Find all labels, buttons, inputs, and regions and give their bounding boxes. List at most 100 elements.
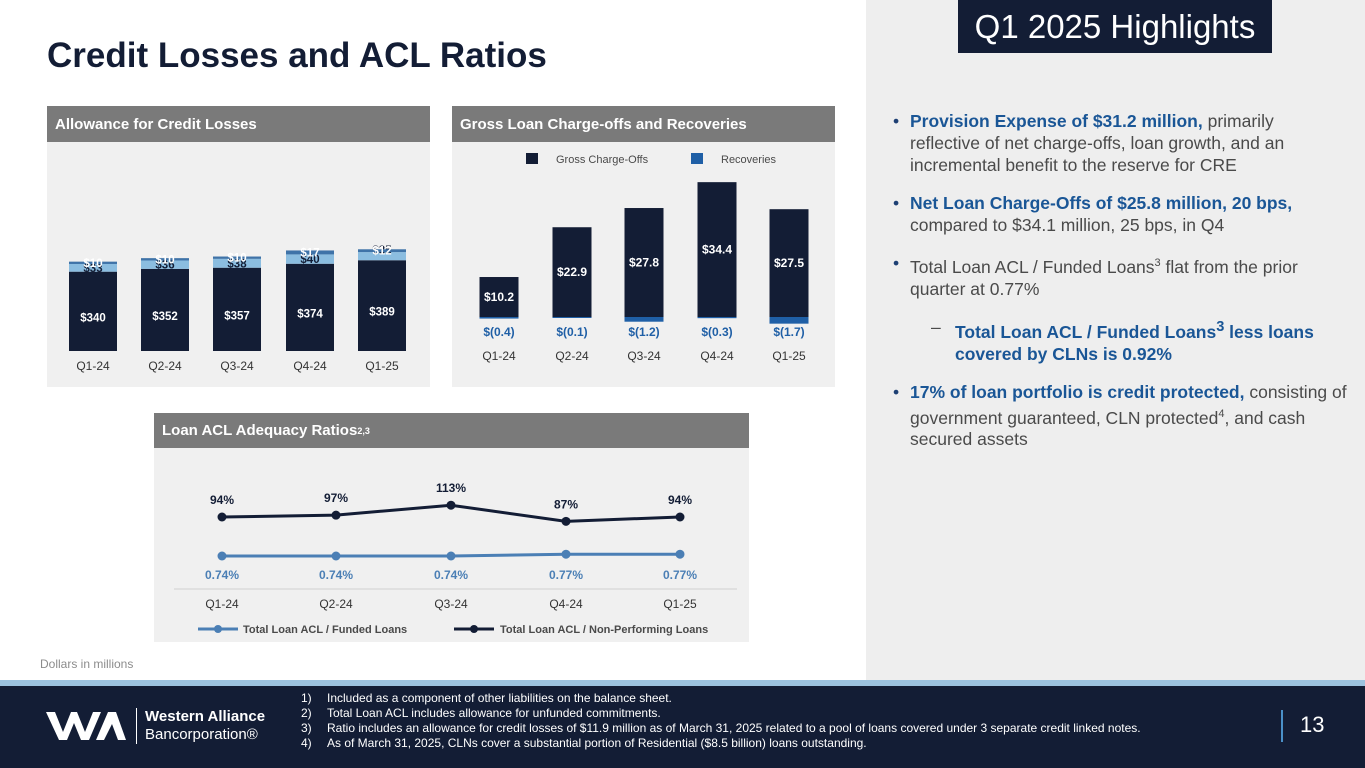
gross-chargeoff-label: $10.2 bbox=[484, 290, 514, 304]
acl-bar-segment bbox=[141, 258, 189, 261]
ratios-panel-title: Loan ACL Adequacy Ratios bbox=[162, 422, 358, 439]
acl-x-tick: Q1-24 bbox=[76, 359, 110, 373]
acl-bar-segment bbox=[213, 256, 261, 259]
chargeoffs-x-tick: Q4-24 bbox=[700, 349, 734, 363]
gross-chargeoff-label: $34.4 bbox=[702, 243, 732, 257]
footer bbox=[0, 686, 1365, 768]
chargeoffs-panel-title: Gross Loan Charge-offs and Recoveries bbox=[460, 115, 747, 133]
company-logo: Western Alliance Bancorporation® bbox=[46, 708, 265, 744]
highlights-panel bbox=[866, 0, 1365, 680]
acl-bar-segment bbox=[69, 261, 117, 264]
highlight-chargeoffs: • Net Loan Charge-Offs of $25.8 million,… bbox=[893, 193, 1293, 235]
acl-data-label: $374 bbox=[297, 308, 323, 320]
gross-chargeoff-bar bbox=[479, 277, 519, 317]
footnote: 4) As of March 31, 2025, CLNs cover a sub… bbox=[301, 736, 867, 750]
acl-bar-segment bbox=[358, 249, 406, 253]
recovery-label: $(1.2) bbox=[628, 325, 659, 339]
footnote: 2) Total Loan ACL includes allowance for … bbox=[301, 706, 661, 720]
recovery-bar bbox=[624, 317, 664, 322]
npl-legend-marker bbox=[470, 625, 478, 633]
footer-stripe bbox=[0, 680, 1365, 686]
acl-data-label: $17 bbox=[300, 247, 319, 259]
ratios-title-sup: 2,3 bbox=[357, 425, 370, 436]
footnote: 1) Included as a component of other liabi… bbox=[301, 691, 672, 705]
acl-x-tick: Q3-24 bbox=[220, 359, 254, 373]
dash-glyph: – bbox=[931, 316, 941, 337]
npl-ratio-point bbox=[331, 510, 341, 520]
npl-ratio-point bbox=[217, 512, 227, 522]
acl-bar-segment bbox=[69, 263, 117, 272]
acl-data-label: $38 bbox=[227, 258, 247, 270]
acl-data-label: $36 bbox=[155, 260, 174, 272]
highlights-badge: Q1 2025 Highlights bbox=[958, 0, 1272, 53]
funded-ratio-point bbox=[675, 549, 685, 559]
acl-chart: $340$33$10Q1-24$352$36$10Q2-24$357$38$10… bbox=[69, 245, 409, 387]
ratios-x-tick: Q4-24 bbox=[549, 597, 583, 611]
recovery-label: $(0.3) bbox=[701, 325, 732, 339]
acl-bar-segment bbox=[286, 254, 334, 264]
ratios-panel: Loan ACL Adequacy Ratios 2,3 94% 97% 113% 87… bbox=[154, 413, 749, 642]
acl-bar-segment bbox=[213, 267, 261, 351]
recovery-legend-label: Recoveries bbox=[721, 154, 777, 166]
funded-ratio-point bbox=[561, 549, 571, 559]
recovery-bar bbox=[552, 317, 592, 318]
funded-ratio-label: 0.77% bbox=[549, 568, 583, 582]
footnotes: 1) Included as a component of other liabi… bbox=[301, 691, 1141, 751]
ratios-x-tick: Q1-25 bbox=[663, 597, 697, 611]
funded-legend-label: Total Loan ACL / Funded Loans bbox=[243, 624, 407, 636]
acl-data-label: $40 bbox=[300, 254, 319, 266]
units-note: Dollars in millions bbox=[40, 657, 134, 671]
bullet-glyph: • bbox=[893, 111, 900, 131]
npl-legend-label: Total Loan ACL / Non-Performing Loans bbox=[500, 624, 708, 636]
funded-ratio-label: 0.77% bbox=[663, 568, 697, 582]
gross-legend-swatch bbox=[526, 153, 538, 164]
funded-ratio-point bbox=[446, 551, 456, 561]
page-number-divider bbox=[1281, 710, 1283, 742]
highlight-credit-protected: • 17% of loan portfolio is credit protec… bbox=[893, 381, 1347, 450]
acl-bar-segment bbox=[358, 260, 406, 351]
chargeoffs-x-tick: Q2-24 bbox=[555, 349, 589, 363]
gross-chargeoff-label: $22.9 bbox=[557, 265, 587, 279]
ratios-x-tick: Q2-24 bbox=[319, 597, 353, 611]
page-number: 13 bbox=[1300, 712, 1325, 737]
acl-bar-segment bbox=[141, 268, 189, 351]
acl-bar-segment bbox=[286, 263, 334, 351]
acl-legend-label: Unfunded Loan Commits.1 bbox=[276, 386, 409, 387]
gross-chargeoff-label: $27.8 bbox=[629, 256, 659, 270]
acl-x-tick: Q2-24 bbox=[148, 359, 182, 373]
recovery-label: $(1.7) bbox=[773, 325, 804, 339]
gross-chargeoff-bar bbox=[769, 209, 809, 317]
bullet-glyph: • bbox=[893, 193, 900, 213]
acl-data-label: $33 bbox=[83, 263, 102, 275]
acl-data-label: $352 bbox=[152, 311, 178, 323]
acl-data-label: $389 bbox=[369, 307, 395, 319]
acl-bar-segment bbox=[69, 271, 117, 351]
recovery-label: $(0.1) bbox=[556, 325, 587, 339]
acl-bar-segment bbox=[286, 250, 334, 255]
bullet-glyph: • bbox=[893, 381, 900, 402]
chargeoffs-panel: Gross Loan Charge-offs and Recoveries $1… bbox=[452, 106, 835, 387]
wa-logo-icon bbox=[46, 712, 126, 740]
funded-ratio-point bbox=[331, 551, 341, 561]
ratios-x-tick: Q1-24 bbox=[205, 597, 239, 611]
ratios-x-tick: Q3-24 bbox=[434, 597, 468, 611]
chargeoffs-panel-header: Gross Loan Charge-offs and Recoveries bbox=[452, 106, 835, 142]
acl-data-label: $340 bbox=[80, 312, 106, 324]
acl-panel: Allowance for Credit Losses $340 $33 $10 Q1… bbox=[47, 106, 430, 387]
gross-legend-label: Gross Charge-Offs bbox=[556, 154, 649, 166]
npl-ratio-label: 94% bbox=[210, 493, 234, 507]
acl-bar-segment bbox=[213, 258, 261, 268]
acl-bar-segment bbox=[141, 260, 189, 269]
bullet-glyph: • bbox=[893, 253, 900, 273]
chargeoffs-x-tick: Q1-24 bbox=[482, 349, 516, 363]
npl-ratio-label: 113% bbox=[436, 481, 466, 495]
funded-legend-marker bbox=[214, 625, 222, 633]
ratios-chart: 94% 97% 113% 87% 94% 0.74% 0.74% 0.74% 0.77% 0.77… bbox=[174, 481, 737, 636]
ratios-panel-header: Loan ACL Adequacy Ratios 2,3 bbox=[154, 413, 749, 448]
funded-ratio-label: 0.74% bbox=[434, 568, 468, 582]
acl-x-tick: Q4-24 bbox=[293, 359, 327, 373]
chargeoffs-chart: $10.2 $(0.4) Q1-24 $22.9 $(0.1) Q2-24 $27.8 $(1… bbox=[479, 153, 809, 363]
acl-data-label: $357 bbox=[224, 310, 250, 322]
gross-chargeoff-bar bbox=[697, 182, 737, 317]
acl-data-label: $12 bbox=[372, 246, 391, 258]
